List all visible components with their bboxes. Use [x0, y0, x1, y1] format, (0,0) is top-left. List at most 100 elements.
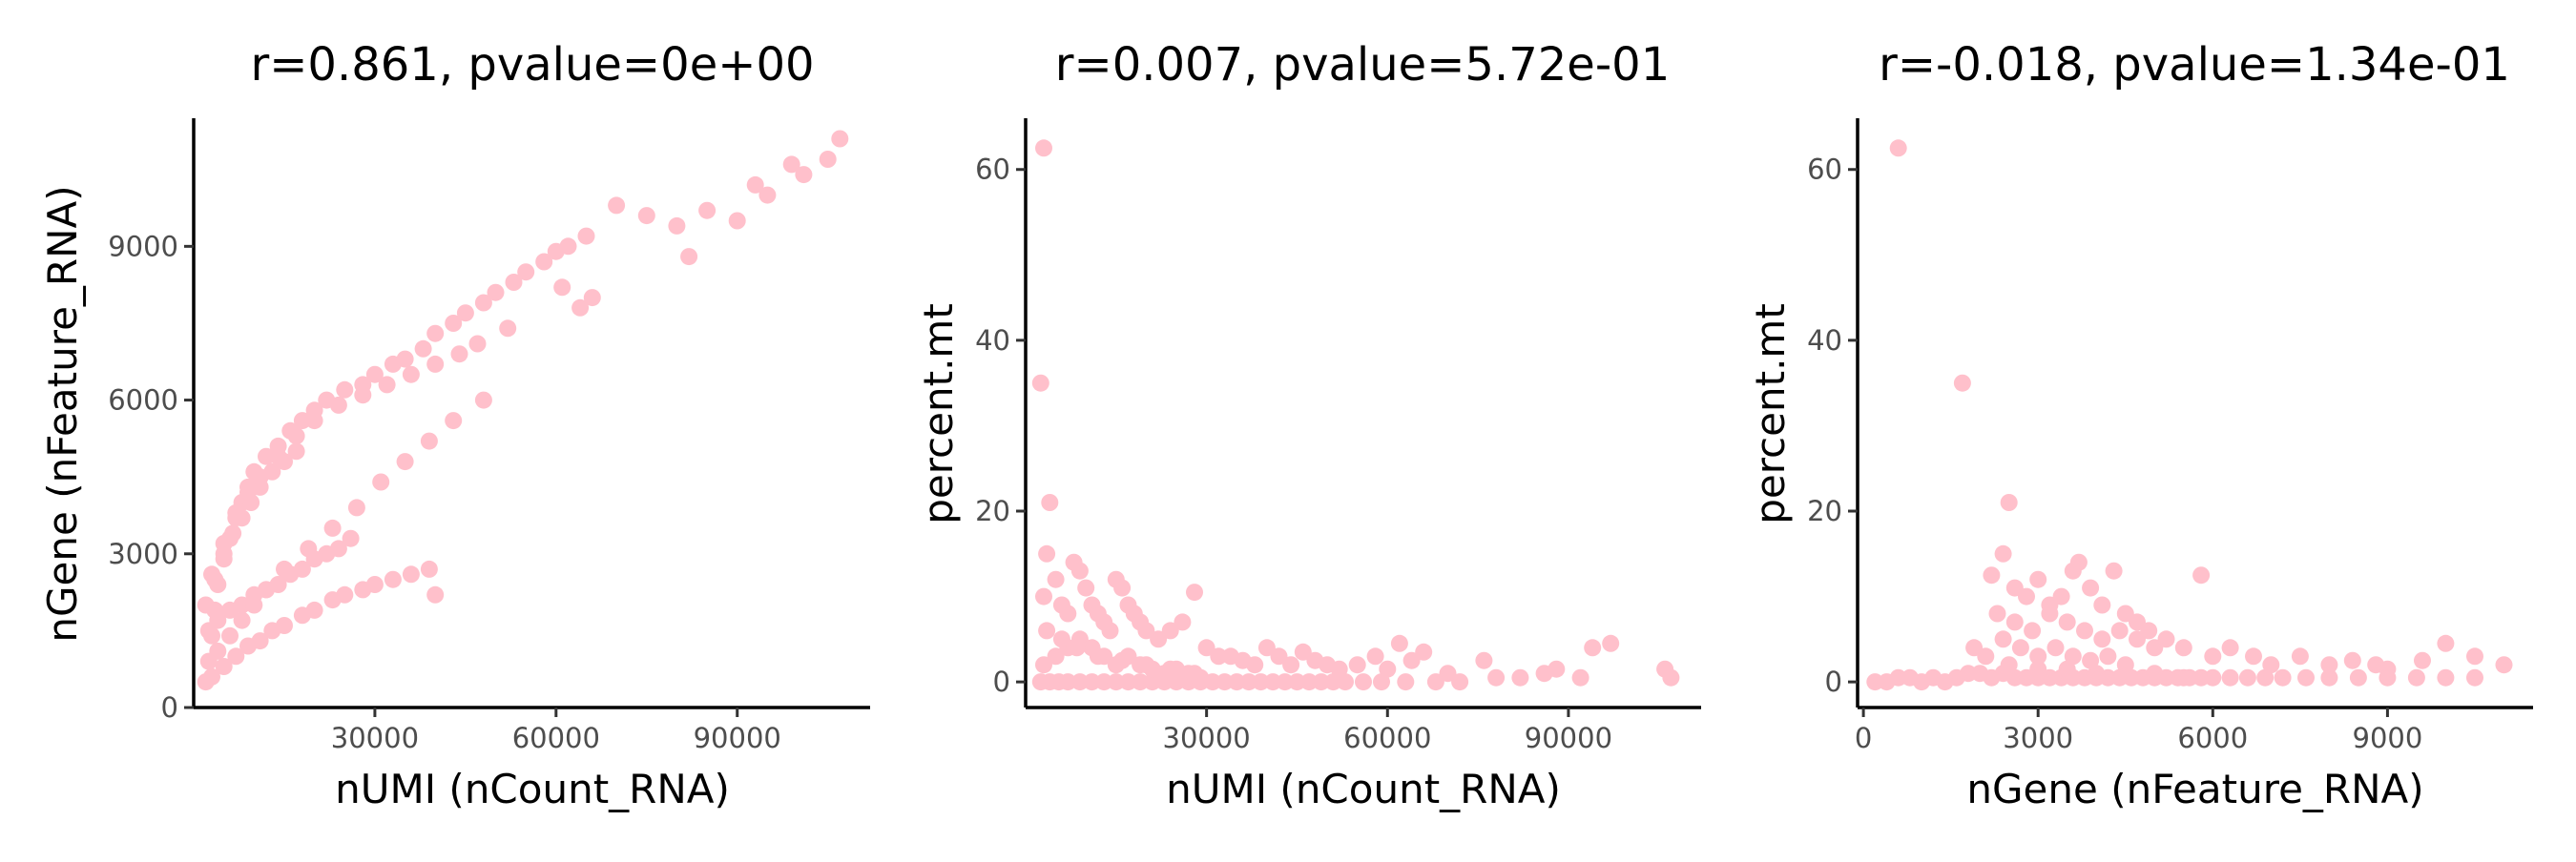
- y-tick-label: 6000: [108, 384, 178, 417]
- data-point: [1426, 673, 1444, 691]
- data-point: [1089, 647, 1107, 666]
- panel-2: r=0.007, pvalue=5.72e-01 30000 60000 90000…: [915, 38, 1701, 812]
- data-point: [1312, 673, 1330, 691]
- data-point: [553, 278, 571, 297]
- y-tick-label: 40: [975, 324, 1010, 357]
- data-point: [571, 298, 590, 317]
- data-point: [420, 560, 438, 578]
- data-point: [1041, 494, 1059, 511]
- data-point: [1397, 673, 1415, 691]
- data-point: [336, 380, 354, 399]
- data-point: [608, 196, 626, 215]
- data-point: [1119, 673, 1137, 691]
- y-tick-label: 60: [975, 154, 1010, 186]
- y-tick-label: 40: [1807, 324, 1842, 357]
- data-point: [2221, 639, 2239, 657]
- data-point: [831, 130, 849, 148]
- y-tick-label: 60: [1807, 154, 1842, 186]
- data-point: [426, 324, 445, 342]
- data-point: [1475, 651, 1493, 669]
- data-point: [2221, 668, 2239, 687]
- data-point: [474, 294, 492, 312]
- data-point: [342, 529, 360, 547]
- data-point: [2437, 634, 2455, 652]
- data-point: [1662, 668, 1680, 687]
- data-point: [305, 412, 323, 430]
- data-point: [1324, 673, 1342, 691]
- data-point: [347, 499, 365, 517]
- data-point: [2238, 668, 2256, 687]
- data-point: [287, 427, 305, 445]
- data-point: [637, 207, 655, 225]
- panel-1-y-label: nGene (nFeature_RNA): [39, 185, 86, 642]
- panel-3-title: r=-0.018, pvalue=1.34e-01: [1879, 38, 2510, 92]
- data-point: [1390, 634, 1408, 652]
- data-point: [1228, 673, 1246, 691]
- data-point: [468, 335, 487, 353]
- x-tick-label: 0: [1855, 722, 1872, 754]
- data-point: [1161, 660, 1179, 678]
- data-point: [414, 339, 432, 358]
- panel-3: r=-0.018, pvalue=1.34e-01 0 3000 6000 90000…: [1747, 38, 2533, 812]
- data-point: [1059, 605, 1077, 623]
- data-point: [227, 647, 245, 666]
- data-point: [2204, 668, 2222, 687]
- x-tick-label: 60000: [512, 722, 600, 754]
- data-point: [1988, 605, 2006, 623]
- data-point: [1168, 673, 1185, 691]
- data-point: [2082, 651, 2100, 669]
- data-point: [426, 585, 445, 604]
- data-point: [1270, 647, 1288, 666]
- data-point: [2041, 605, 2059, 623]
- data-point: [276, 617, 293, 634]
- data-point: [203, 667, 220, 686]
- data-point: [1197, 639, 1215, 657]
- data-point: [1161, 622, 1179, 640]
- data-point: [287, 442, 305, 461]
- data-point: [474, 391, 492, 409]
- data-point: [1264, 673, 1282, 691]
- data-point: [1548, 660, 1566, 678]
- data-point: [1977, 647, 1995, 666]
- data-point: [1077, 579, 1095, 597]
- data-point: [420, 432, 438, 450]
- y-tick-label: 3000: [108, 538, 178, 570]
- data-point: [1487, 668, 1506, 687]
- data-point: [746, 175, 764, 194]
- data-point: [269, 447, 287, 465]
- data-point: [1107, 673, 1125, 691]
- data-point: [2069, 553, 2088, 571]
- data-point: [402, 565, 420, 584]
- data-point: [1571, 668, 1589, 687]
- data-point: [1355, 673, 1372, 691]
- data-point: [365, 365, 384, 383]
- data-point: [535, 253, 553, 271]
- data-point: [1047, 647, 1065, 666]
- data-point: [2029, 647, 2047, 666]
- data-point: [1330, 660, 1348, 678]
- panel-2-points: [1031, 139, 1680, 691]
- data-point: [1137, 622, 1155, 640]
- panel-3-x-label: nGene (nFeature_RNA): [1966, 766, 2423, 812]
- panel-3-ticks: 0 3000 6000 9000 0 20 40 60: [1807, 154, 2422, 754]
- y-tick-label: 9000: [108, 230, 178, 262]
- data-point: [499, 319, 517, 338]
- data-point: [1246, 656, 1264, 674]
- data-point: [305, 601, 323, 619]
- data-point: [1276, 673, 1294, 691]
- panel-1-ticks: 30000 60000 90000 0 3000 6000 9000: [108, 230, 781, 754]
- data-point: [2058, 613, 2076, 631]
- data-point: [2011, 639, 2029, 657]
- data-point: [1584, 639, 1602, 657]
- data-point: [1337, 673, 1354, 691]
- data-point: [1300, 673, 1319, 691]
- data-point: [2192, 566, 2211, 585]
- data-point: [372, 473, 390, 491]
- data-point: [445, 315, 463, 332]
- x-tick-label: 9000: [2353, 722, 2423, 754]
- data-point: [782, 155, 800, 174]
- data-point: [251, 468, 269, 486]
- data-point: [2495, 656, 2513, 674]
- data-point: [329, 396, 347, 414]
